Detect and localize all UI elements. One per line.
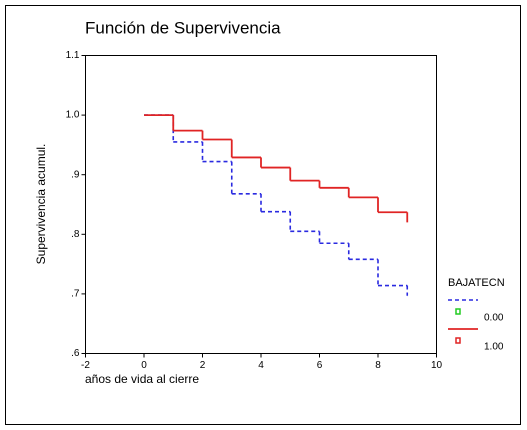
x-axis-label: años de vida al cierre (85, 372, 199, 386)
y-tick-label: .7 (71, 289, 80, 300)
y-axis-label: Supervivencia acumul. (34, 144, 48, 265)
y-tick-label: .6 (71, 348, 80, 359)
y-tick-label: 1.1 (66, 50, 80, 61)
legend-title: BAJATECN (448, 277, 505, 289)
x-tick-label: 8 (375, 360, 381, 371)
legend-label: 0.00 (484, 313, 504, 324)
legend-label: 1.00 (484, 342, 504, 353)
x-tick-label: -2 (81, 360, 90, 371)
y-tick-label: .9 (71, 169, 80, 180)
x-tick-label: 10 (431, 360, 443, 371)
legend-marker (455, 308, 461, 315)
y-tick-label: 1.0 (66, 110, 80, 121)
y-tick-label: .8 (71, 229, 80, 240)
frame (5, 5, 521, 425)
x-tick-label: 2 (200, 360, 206, 371)
x-tick-label: 6 (317, 360, 323, 371)
x-tick-label: 4 (258, 360, 264, 371)
x-tick-label: 0 (141, 360, 147, 371)
chart-title: Función de Supervivencia (85, 18, 281, 37)
legend-marker (455, 337, 461, 344)
